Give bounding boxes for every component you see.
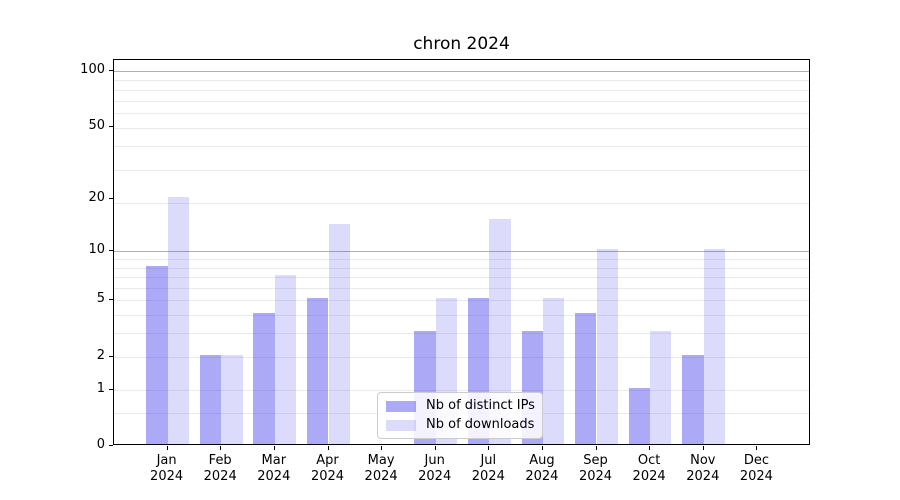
bar-downloads-3 <box>274 275 297 444</box>
legend-swatch-downloads <box>386 419 416 431</box>
y-tick-label: 100 <box>80 62 105 77</box>
chart-title: chron 2024 <box>413 34 510 54</box>
y-tick-mark <box>109 250 113 252</box>
x-tick-mark <box>595 446 597 450</box>
y-tick-mark <box>109 445 113 446</box>
gridline <box>114 277 809 278</box>
y-tick-mark <box>109 355 113 357</box>
gridline <box>114 389 809 391</box>
x-tick-mark <box>273 446 275 450</box>
y-tick-label: 0 <box>96 437 105 452</box>
gridline <box>114 300 809 302</box>
legend-row: Nb of downloads <box>386 418 534 432</box>
y-tick-label: 2 <box>96 347 105 363</box>
x-tick-mark <box>381 446 383 450</box>
gridline <box>114 90 809 91</box>
gridline <box>114 71 809 72</box>
bar-downloads-4 <box>328 224 350 444</box>
x-tick-label: Jul 2024 <box>471 453 505 484</box>
gridline <box>114 169 809 171</box>
bar-ips-2 <box>199 354 222 444</box>
x-tick-mark <box>702 446 704 450</box>
legend-label: Nb of distinct IPs <box>426 398 535 413</box>
bar-downloads-2 <box>221 354 243 444</box>
legend-swatch-ips <box>386 400 416 412</box>
bar-downloads-1 <box>167 196 189 444</box>
gridline <box>114 267 809 269</box>
bar-ips-10 <box>628 387 651 444</box>
gridline <box>114 202 809 204</box>
gridline <box>114 113 809 115</box>
x-tick-mark <box>541 446 543 450</box>
y-tick-label: 1 <box>96 380 105 396</box>
legend-row: Nb of distinct IPs <box>386 398 535 413</box>
x-tick-label: Aug 2024 <box>525 453 559 484</box>
gridline <box>114 146 809 148</box>
x-tick-mark <box>649 446 651 450</box>
y-tick-label: 5 <box>96 291 105 307</box>
x-tick-mark <box>166 446 168 450</box>
x-tick-mark <box>220 446 222 450</box>
bar-downloads-11 <box>703 249 726 444</box>
x-tick-label: Jan 2024 <box>150 453 184 484</box>
x-tick-label: Oct 2024 <box>632 453 666 484</box>
y-tick-mark <box>109 197 113 199</box>
y-tick-mark <box>109 388 113 390</box>
bar-ips-1 <box>146 265 168 444</box>
bar-ips-9 <box>575 313 597 444</box>
legend: Nb of distinct IPs Nb of downloads <box>377 392 543 439</box>
y-tick-mark <box>109 299 113 301</box>
plot-area <box>113 59 810 445</box>
bar-ips-11 <box>682 354 704 444</box>
gridline <box>114 258 809 260</box>
y-tick-label: 50 <box>88 117 105 133</box>
gridline <box>114 356 809 358</box>
x-tick-label: Apr 2024 <box>310 453 345 484</box>
x-tick-label: Mar 2024 <box>257 453 291 484</box>
gridline <box>114 80 809 82</box>
bar-downloads-7 <box>489 218 511 444</box>
x-tick-label: Sep 2024 <box>578 453 613 484</box>
x-tick-label: May 2024 <box>364 453 398 484</box>
bar-downloads-8 <box>542 298 565 444</box>
x-tick-mark <box>756 446 758 450</box>
bar-ips-4 <box>307 298 329 444</box>
bar-downloads-10 <box>650 331 672 444</box>
bar-ips-3 <box>253 313 275 444</box>
gridline <box>114 100 809 102</box>
x-tick-label: Feb 2024 <box>203 453 237 484</box>
y-tick-label: 10 <box>88 242 105 258</box>
gridline <box>114 251 809 253</box>
x-tick-mark <box>327 446 329 450</box>
gridline <box>114 315 809 317</box>
x-tick-mark <box>434 446 436 450</box>
y-tick-label: 20 <box>88 189 105 205</box>
x-tick-label: Dec 2024 <box>739 453 773 484</box>
x-tick-label: Jun 2024 <box>418 453 452 484</box>
legend-label: Nb of downloads <box>426 417 535 432</box>
gridline <box>114 128 809 130</box>
bar-downloads-9 <box>596 249 618 444</box>
x-tick-mark <box>488 446 490 450</box>
x-tick-label: Nov 2024 <box>686 453 720 484</box>
gridline <box>114 333 809 335</box>
y-tick-mark <box>109 125 113 127</box>
gridline <box>114 287 809 289</box>
y-tick-mark <box>109 70 113 71</box>
